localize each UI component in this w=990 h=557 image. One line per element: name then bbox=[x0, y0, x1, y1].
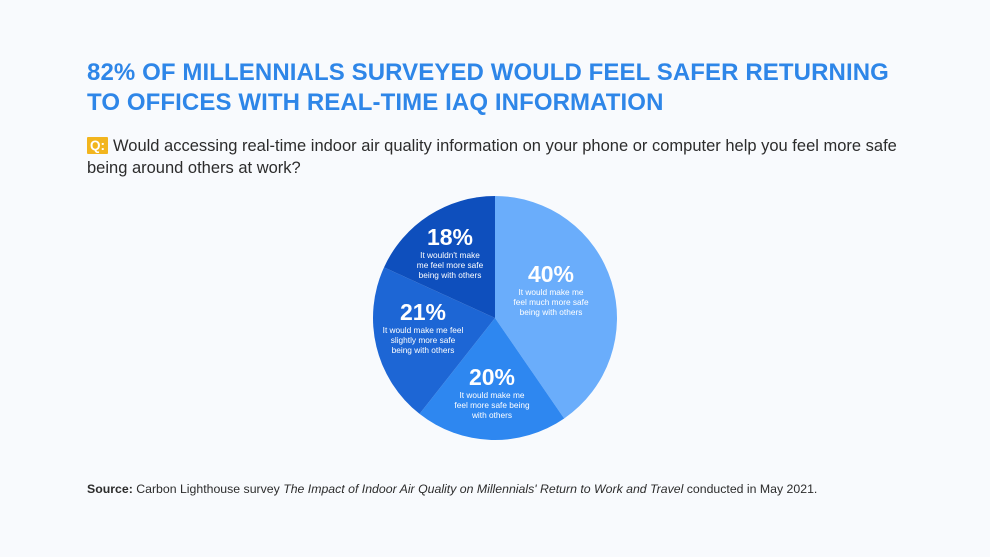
source-prefix: Carbon Lighthouse survey bbox=[136, 482, 280, 496]
slice-description-line: being with others bbox=[392, 345, 455, 355]
pie-slice-21 bbox=[372, 267, 495, 414]
pie-slice-40 bbox=[495, 196, 618, 419]
slice-description-line: being with others bbox=[520, 307, 583, 317]
question-text: Would accessing real-time indoor air qua… bbox=[87, 137, 897, 177]
slice-description-line: feel much more safe bbox=[513, 297, 589, 307]
question-badge: Q: bbox=[87, 137, 108, 154]
pie-chart: 40% It would make me feel much more safe be… bbox=[360, 190, 630, 450]
slice-description-line: It would make me bbox=[518, 287, 583, 297]
pie-slice-18 bbox=[384, 195, 495, 318]
slice-description-line: me feel more safe bbox=[417, 260, 484, 270]
source-label: Source: bbox=[87, 482, 133, 496]
slice-description-line: being with others bbox=[419, 270, 482, 280]
slice-description-line: It would make me feel bbox=[383, 325, 464, 335]
chart-title: 82% OF MILLENNIALS SURVEYED WOULD FEEL S… bbox=[87, 59, 889, 116]
source-survey-title: The Impact of Indoor Air Quality on Mill… bbox=[283, 482, 684, 496]
slice-description-line: slightly more safe bbox=[391, 335, 456, 345]
source-note: Source: Carbon Lighthouse survey The Imp… bbox=[87, 482, 817, 496]
source-suffix: conducted in May 2021. bbox=[686, 482, 818, 496]
slice-percent-18: 18% bbox=[427, 224, 473, 250]
pie-slice-20 bbox=[419, 318, 565, 441]
slice-percent-21: 21% bbox=[400, 299, 446, 325]
slice-description-line: It wouldn't make bbox=[420, 250, 480, 260]
slice-percent-20: 20% bbox=[469, 364, 515, 390]
slice-description-line: feel more safe being bbox=[454, 400, 530, 410]
slice-description-line: It would make me bbox=[459, 390, 524, 400]
survey-question: Q: Would accessing real-time indoor air q… bbox=[87, 135, 917, 179]
slice-percent-40: 40% bbox=[528, 261, 574, 287]
slice-description-line: with others bbox=[471, 410, 512, 420]
